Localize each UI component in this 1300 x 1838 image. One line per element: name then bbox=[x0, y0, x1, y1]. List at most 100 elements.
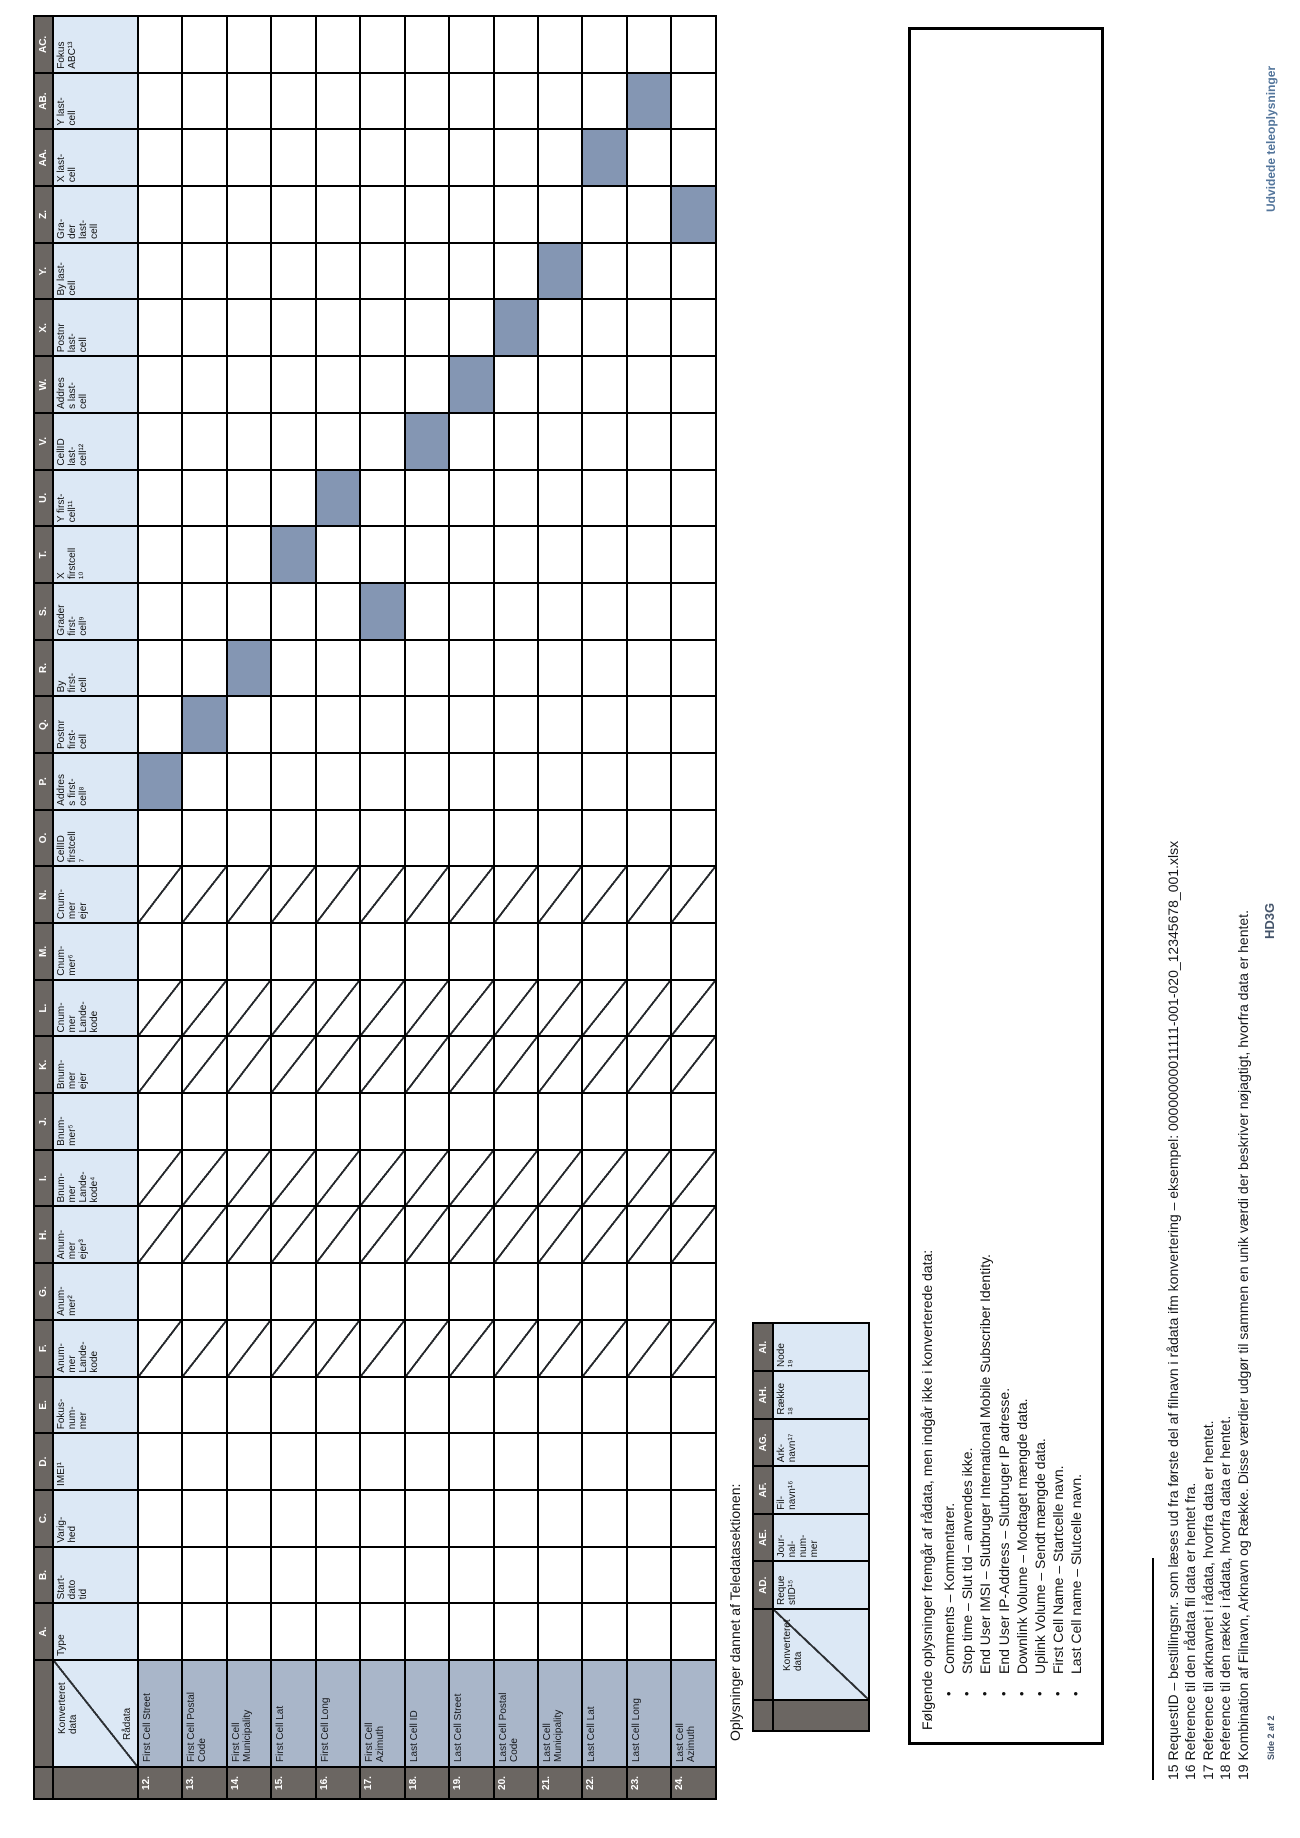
matrix-cell bbox=[272, 1094, 315, 1149]
matrix-cell bbox=[450, 810, 493, 866]
band-blank bbox=[754, 1610, 772, 1699]
matrix-cell bbox=[450, 130, 493, 186]
band-blank bbox=[774, 1701, 868, 1730]
matrix-cell-na bbox=[583, 1150, 626, 1206]
matrix-cell bbox=[450, 243, 493, 299]
matrix-cell bbox=[361, 243, 404, 299]
matrix-cell-na bbox=[361, 980, 404, 1036]
matrix-cell-na bbox=[672, 1037, 715, 1093]
matrix-cell bbox=[494, 1377, 537, 1433]
column-header: Grader first- cell⁹ bbox=[54, 583, 137, 639]
column-header: Y last- cell bbox=[54, 73, 137, 129]
matrix-cell bbox=[272, 187, 315, 242]
matrix-cell bbox=[538, 810, 582, 866]
matrix-cell bbox=[316, 1604, 360, 1659]
matrix-cell bbox=[672, 810, 715, 866]
matrix-cell bbox=[272, 413, 315, 469]
matrix-cell bbox=[494, 357, 537, 412]
bullet-dot: • bbox=[941, 1691, 956, 1696]
footnotes: 15 RequestID – bestillingsnr. som læses … bbox=[1165, 841, 1252, 1780]
row-label: Last Cell Municipality bbox=[538, 1661, 582, 1766]
teledata-section-title: Oplysninger dannet af Teledatasektionen: bbox=[727, 1483, 743, 1741]
matrix-cell bbox=[538, 754, 582, 809]
matrix-cell-na bbox=[183, 1207, 226, 1263]
matrix-cell bbox=[450, 697, 493, 752]
matrix-cell bbox=[139, 924, 182, 979]
matrix-cell bbox=[227, 1604, 271, 1659]
matrix-cell-na bbox=[139, 1150, 182, 1206]
column-letter: AC. bbox=[35, 17, 52, 72]
matrix-cell bbox=[405, 810, 449, 866]
column-header: Fokus ABC¹³ bbox=[54, 17, 137, 72]
matrix-cell bbox=[538, 1547, 582, 1603]
matrix-cell bbox=[405, 1264, 449, 1319]
matrix-cell bbox=[627, 1377, 671, 1433]
matrix-cell bbox=[538, 413, 582, 469]
matrix-cell-na bbox=[361, 1320, 404, 1376]
info-box-bullet: • Stop time – Slut tid – anvendes ikke. bbox=[958, 30, 976, 1696]
matrix-cell bbox=[272, 470, 315, 526]
matrix-cell bbox=[272, 583, 315, 639]
matrix-cell-na bbox=[405, 1320, 449, 1376]
matrix-cell bbox=[494, 1604, 537, 1659]
bullet-text: First Cell Name – Startcelle navn. bbox=[1050, 1465, 1067, 1674]
bullet-dot: • bbox=[959, 1691, 975, 1696]
matrix-cell bbox=[227, 697, 271, 752]
column-letter: AE. bbox=[754, 1514, 772, 1561]
matrix-cell bbox=[405, 300, 449, 356]
matrix-cell-na bbox=[538, 867, 582, 923]
matrix-cell bbox=[183, 1604, 226, 1659]
matrix-cell bbox=[672, 1094, 715, 1149]
matrix-cell bbox=[139, 300, 182, 356]
row-number: 19. bbox=[450, 1768, 493, 1798]
matrix-cell bbox=[183, 1490, 226, 1546]
matrix-cell bbox=[627, 1434, 671, 1489]
matrix-cell bbox=[405, 640, 449, 696]
corner-label-raw: Rådata bbox=[122, 1707, 133, 1740]
matrix-cell bbox=[672, 130, 715, 186]
matrix-cell bbox=[672, 640, 715, 696]
matrix-cell bbox=[494, 1434, 537, 1489]
column-letter: F. bbox=[35, 1320, 52, 1376]
matrix-cell bbox=[405, 583, 449, 639]
column-letter: R. bbox=[35, 640, 52, 696]
matrix-cell bbox=[139, 583, 182, 639]
matrix-cell bbox=[627, 583, 671, 639]
footer-doc-code: HD3G bbox=[1262, 902, 1277, 939]
column-letter: B. bbox=[35, 1547, 52, 1603]
matrix-cell bbox=[227, 1547, 271, 1603]
matrix-cell-na bbox=[583, 1037, 626, 1093]
matrix-cell bbox=[361, 130, 404, 186]
info-box-bullet: • Last Cell name – Slutcelle navn. bbox=[1067, 30, 1085, 1696]
column-letter: Y. bbox=[35, 243, 52, 299]
matrix-cell bbox=[316, 17, 360, 72]
matrix-cell bbox=[627, 1264, 671, 1319]
matrix-cell bbox=[183, 300, 226, 356]
matrix-cell bbox=[538, 1094, 582, 1149]
matrix-cell-na bbox=[272, 1150, 315, 1206]
column-letter: M. bbox=[35, 924, 52, 979]
matrix-cell bbox=[494, 413, 537, 469]
row-label: Last Cell Lat bbox=[583, 1661, 626, 1766]
matrix-cell bbox=[227, 1094, 271, 1149]
matrix-cell bbox=[538, 640, 582, 696]
matrix-cell-mapped bbox=[139, 754, 182, 809]
matrix-cell bbox=[672, 243, 715, 299]
matrix-cell bbox=[183, 1264, 226, 1319]
column-letter: D. bbox=[35, 1434, 52, 1489]
matrix-cell bbox=[583, 187, 626, 242]
bullet-text: Uplink Volume – Sendt mængde data. bbox=[1032, 1438, 1049, 1674]
matrix-cell-na bbox=[583, 980, 626, 1036]
matrix-cell bbox=[405, 527, 449, 582]
matrix-cell-na bbox=[494, 1320, 537, 1376]
column-letter: S. bbox=[35, 583, 52, 639]
matrix-cell-na bbox=[672, 1150, 715, 1206]
matrix-cell-na bbox=[227, 1207, 271, 1263]
matrix-cell-mapped bbox=[450, 357, 493, 412]
matrix-cell bbox=[627, 1604, 671, 1659]
matrix-cell bbox=[494, 243, 537, 299]
matrix-cell-mapped bbox=[183, 697, 226, 752]
footnote-line: 15 RequestID – bestillingsnr. som læses … bbox=[1165, 840, 1181, 1780]
matrix-cell bbox=[272, 357, 315, 412]
